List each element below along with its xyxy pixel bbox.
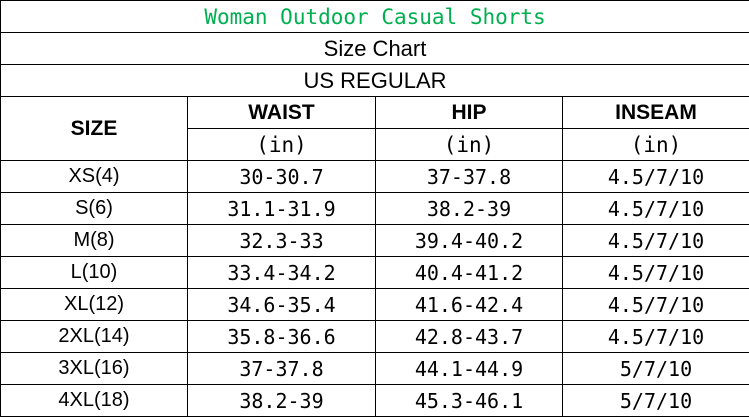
header-hip: HIP — [375, 96, 563, 129]
chart-title: Woman Outdoor Casual Shorts — [0, 0, 749, 33]
table-row: 4XL(18) 38.2-39 45.3-46.1 5/7/10 — [0, 384, 749, 417]
cell-hip: 37-37.8 — [375, 160, 563, 193]
cell-inseam: 5/7/10 — [562, 384, 749, 417]
cell-size: XS(4) — [0, 160, 188, 193]
header-inseam: INSEAM — [562, 96, 749, 129]
cell-inseam: 4.5/7/10 — [562, 256, 749, 289]
cell-waist: 32.3-33 — [187, 224, 376, 257]
cell-hip: 40.4-41.2 — [375, 256, 563, 289]
cell-inseam: 4.5/7/10 — [562, 224, 749, 257]
cell-waist: 34.6-35.4 — [187, 288, 376, 321]
cell-waist: 33.4-34.2 — [187, 256, 376, 289]
unit-waist: (in) — [187, 128, 376, 161]
cell-inseam: 4.5/7/10 — [562, 160, 749, 193]
cell-hip: 39.4-40.2 — [375, 224, 563, 257]
region-label: US REGULAR — [0, 64, 749, 97]
cell-inseam: 5/7/10 — [562, 352, 749, 385]
table-row: XS(4) 30-30.7 37-37.8 4.5/7/10 — [0, 160, 749, 193]
header-size: SIZE — [0, 96, 188, 161]
header-waist: WAIST — [187, 96, 376, 129]
table-row: L(10) 33.4-34.2 40.4-41.2 4.5/7/10 — [0, 256, 749, 289]
cell-inseam: 4.5/7/10 — [562, 320, 749, 353]
cell-waist: 31.1-31.9 — [187, 192, 376, 225]
chart-subtitle: Size Chart — [0, 32, 749, 65]
cell-size: 4XL(18) — [0, 384, 188, 417]
cell-hip: 44.1-44.9 — [375, 352, 563, 385]
unit-inseam: (in) — [562, 128, 749, 161]
cell-size: 3XL(16) — [0, 352, 188, 385]
table-row: 2XL(14) 35.8-36.6 42.8-43.7 4.5/7/10 — [0, 320, 749, 353]
cell-waist: 38.2-39 — [187, 384, 376, 417]
cell-hip: 38.2-39 — [375, 192, 563, 225]
cell-hip: 45.3-46.1 — [375, 384, 563, 417]
cell-size: L(10) — [0, 256, 188, 289]
table-row: S(6) 31.1-31.9 38.2-39 4.5/7/10 — [0, 192, 749, 225]
cell-inseam: 4.5/7/10 — [562, 288, 749, 321]
cell-waist: 37-37.8 — [187, 352, 376, 385]
table-row: XL(12) 34.6-35.4 41.6-42.4 4.5/7/10 — [0, 288, 749, 321]
cell-size: M(8) — [0, 224, 188, 257]
cell-inseam: 4.5/7/10 — [562, 192, 749, 225]
table-row: M(8) 32.3-33 39.4-40.2 4.5/7/10 — [0, 224, 749, 257]
table-row: 3XL(16) 37-37.8 44.1-44.9 5/7/10 — [0, 352, 749, 385]
cell-waist: 35.8-36.6 — [187, 320, 376, 353]
unit-hip: (in) — [375, 128, 563, 161]
cell-size: S(6) — [0, 192, 188, 225]
cell-size: 2XL(14) — [0, 320, 188, 353]
cell-hip: 41.6-42.4 — [375, 288, 563, 321]
cell-waist: 30-30.7 — [187, 160, 376, 193]
cell-size: XL(12) — [0, 288, 188, 321]
cell-hip: 42.8-43.7 — [375, 320, 563, 353]
